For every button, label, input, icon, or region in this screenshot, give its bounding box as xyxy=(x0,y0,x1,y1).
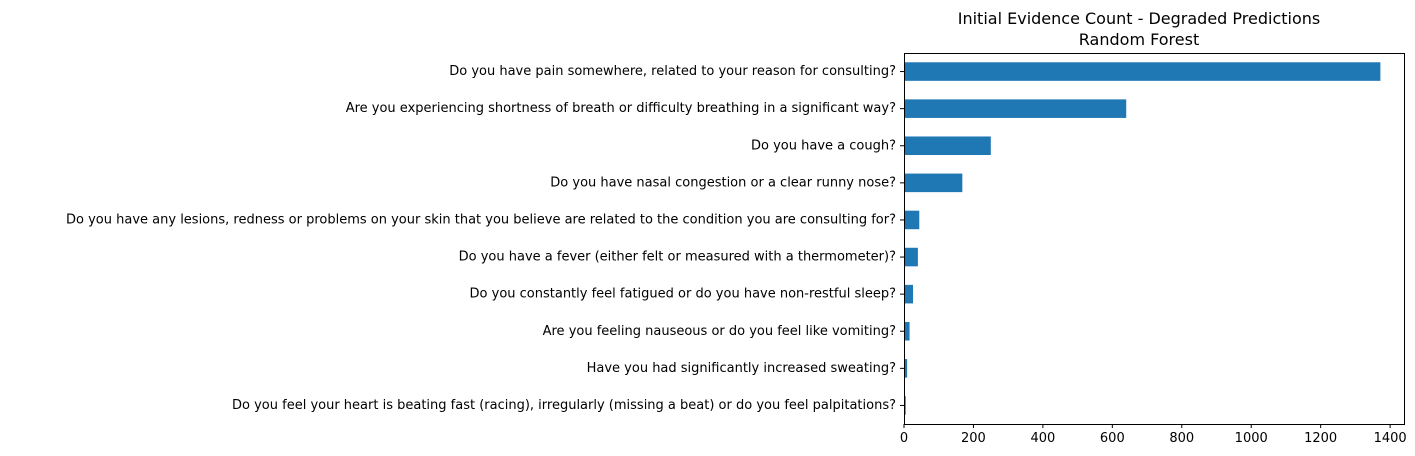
x-tick-label: 1200 xyxy=(1304,431,1337,446)
x-tick-label: 0 xyxy=(900,431,908,446)
bar xyxy=(904,99,1127,118)
category-label: Do you have a fever (either felt or meas… xyxy=(459,250,896,265)
bar xyxy=(904,247,918,267)
bar xyxy=(904,321,910,341)
bar xyxy=(904,136,991,156)
bar xyxy=(904,173,963,193)
category-labels: Do you have pain somewhere, related to y… xyxy=(66,64,904,413)
x-tick-label: 1000 xyxy=(1235,431,1268,446)
x-axis-ticks: 0 200 400 600 800 1000 1200 1400 xyxy=(900,424,1407,446)
bar xyxy=(904,210,920,230)
x-tick-label: 1400 xyxy=(1374,431,1407,446)
category-label: Are you experiencing shortness of breath… xyxy=(346,101,896,116)
x-tick-label: 600 xyxy=(1100,431,1125,446)
bars-group xyxy=(904,62,1381,415)
category-label: Do you have pain somewhere, related to y… xyxy=(449,64,896,79)
x-tick-label: 800 xyxy=(1169,431,1194,446)
x-tick-label: 200 xyxy=(961,431,986,446)
chart-title: Initial Evidence Count - Degraded Predic… xyxy=(958,9,1320,28)
category-label: Do you have nasal congestion or a clear … xyxy=(550,175,896,190)
category-label: Have you had significantly increased swe… xyxy=(587,361,896,376)
category-label: Do you constantly feel fatigued or do yo… xyxy=(470,287,896,302)
bar xyxy=(904,359,908,378)
x-tick-label: 400 xyxy=(1030,431,1055,446)
category-label: Do you have a cough? xyxy=(751,138,896,153)
bar xyxy=(904,62,1381,81)
chart-subtitle: Random Forest xyxy=(1079,30,1199,49)
category-label: Do you feel your heart is beating fast (… xyxy=(232,398,896,413)
bar xyxy=(904,284,914,304)
category-label: Do you have any lesions, redness or prob… xyxy=(66,212,896,227)
category-label: Are you feeling nauseous or do you feel … xyxy=(543,324,896,339)
plot-frame xyxy=(904,53,1405,425)
